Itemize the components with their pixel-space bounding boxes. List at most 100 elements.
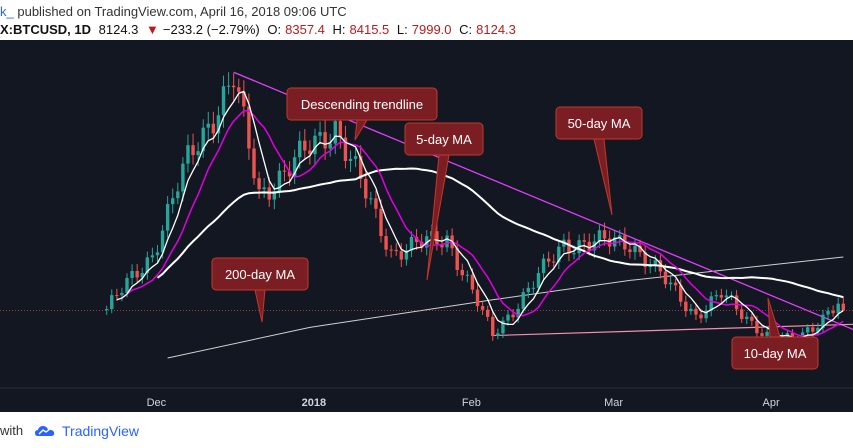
candle-body: [379, 208, 383, 237]
candle-body: [765, 331, 769, 336]
candle-body: [552, 261, 556, 263]
tradingview-brand[interactable]: TradingView: [62, 423, 140, 439]
candle-body: [750, 316, 754, 321]
candle-body: [531, 287, 536, 289]
callout-label: 200-day MA: [225, 267, 295, 282]
callout-label: Descending trendline: [301, 97, 423, 112]
candle-body: [496, 333, 500, 336]
candle-body: [369, 198, 373, 200]
open-value: 8357.4: [285, 22, 325, 37]
candle-body: [435, 231, 439, 244]
candle-body: [516, 308, 520, 318]
candle-body: [623, 235, 627, 250]
candle-body: [521, 292, 525, 309]
candle-body: [501, 320, 505, 334]
candle-body: [155, 252, 160, 256]
candle-body: [120, 292, 124, 296]
candle-body: [679, 285, 683, 302]
ma200-layer: [167, 256, 844, 359]
chart-canvas[interactable]: Descending trendline 5-day MA 50-day MA 200…: [0, 40, 853, 412]
candle-body: [668, 282, 673, 285]
candle-body: [130, 271, 134, 278]
candle-body: [358, 156, 363, 179]
candle-body: [587, 241, 591, 251]
candle-body: [272, 191, 277, 200]
candle-body: [252, 148, 256, 179]
candle-body: [480, 306, 485, 310]
callout-box: [286, 87, 438, 121]
candle-body: [328, 143, 332, 149]
candle-body: [724, 295, 729, 298]
candle-body: [475, 289, 480, 307]
x-tick-label: Feb: [462, 397, 481, 409]
with-text: with: [0, 423, 24, 438]
candle-body: [242, 91, 246, 107]
price-change: −233.2 (−2.79%): [162, 22, 260, 37]
ma10-line: [121, 109, 844, 337]
candle-body: [745, 316, 749, 319]
price-chart[interactable]: Descending trendline 5-day MA 50-day MA 200…: [0, 40, 853, 412]
candle-body: [277, 170, 282, 192]
moving-average-layer: [116, 90, 844, 340]
candle-body: [684, 301, 688, 312]
candle-body: [739, 309, 744, 319]
chart-footer: with TradingView: [0, 412, 853, 448]
candle-body: [308, 150, 312, 155]
symbol-label: X:BTCUSD, 1D: [0, 22, 92, 37]
candle-body: [399, 251, 404, 260]
author-name[interactable]: k_: [0, 4, 14, 19]
callout-label: 50-day MA: [568, 116, 631, 131]
candle-body: [816, 327, 820, 332]
candle-body: [465, 274, 470, 276]
candle-body: [612, 237, 617, 247]
candle-body: [287, 171, 292, 177]
ma50-line: [156, 167, 844, 299]
candle-body: [597, 230, 602, 242]
annotation-layer: Descending trendline 5-day MA 50-day MA 200…: [211, 87, 819, 370]
candle-body: [364, 178, 368, 199]
candle-body: [196, 151, 200, 156]
candle-body: [135, 271, 139, 278]
candle-body: [186, 145, 190, 164]
candle-body: [755, 320, 759, 334]
candle-body: [546, 258, 551, 262]
candle-body: [394, 249, 398, 252]
candle-body: [171, 198, 175, 205]
candle-body: [719, 295, 724, 298]
candle-body: [389, 249, 393, 251]
candle-body: [602, 230, 607, 239]
time-axis-band: [0, 388, 853, 412]
candle-body: [653, 260, 658, 266]
callout-box: [211, 257, 309, 291]
candle-body: [557, 246, 561, 262]
candle-body: [628, 249, 632, 253]
candle-body: [247, 106, 251, 149]
candle-body: [353, 156, 358, 159]
candle-body: [806, 327, 810, 333]
tradingview-cloud-icon[interactable]: [34, 423, 56, 439]
symbol-legend: X:BTCUSD, 1D 8124.3 ▼ −233.2 (−2.79%) O: 8…: [0, 22, 520, 37]
candle-body: [618, 235, 622, 238]
candle-body: [831, 310, 835, 314]
callout-pointer: [254, 289, 266, 323]
candle-body: [821, 314, 825, 328]
candle-body: [221, 86, 226, 116]
candle-body: [262, 187, 266, 190]
chart-header: k_ published on TradingView.com, April 1…: [0, 0, 853, 40]
candle-body: [419, 241, 424, 248]
candle-body: [292, 157, 297, 177]
candle-body: [760, 333, 764, 336]
time-axis: Dec2018FebMarAprMay: [0, 387, 853, 412]
candle-body: [226, 85, 231, 87]
candle-body: [409, 236, 414, 251]
candle-body: [572, 253, 576, 255]
candle-body: [282, 170, 287, 172]
candle-body: [211, 123, 216, 134]
candle-body: [237, 87, 241, 92]
close-value: 8124.3: [476, 22, 516, 37]
close-label: C:: [459, 22, 473, 37]
last-price: 8124.3: [98, 22, 139, 37]
callout-pointer: [593, 138, 613, 216]
candle-body: [110, 295, 114, 310]
candle-body: [841, 303, 845, 311]
